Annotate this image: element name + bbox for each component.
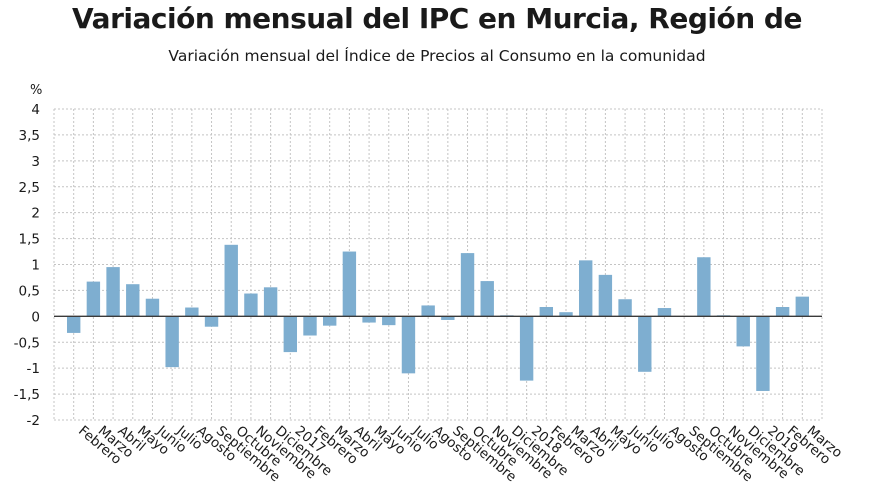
bar <box>224 244 238 317</box>
y-tick-label: 0 <box>31 309 40 325</box>
bar <box>480 281 494 317</box>
bar <box>401 316 416 374</box>
chart-title: Variación mensual del IPC en Murcia, Reg… <box>72 2 802 35</box>
y-axis-label: % <box>30 83 42 98</box>
bar <box>539 307 554 317</box>
bar <box>578 260 593 317</box>
bar <box>775 307 790 317</box>
y-tick-label: 1,5 <box>19 232 40 248</box>
bar <box>322 316 337 326</box>
bar <box>598 274 613 317</box>
gridlines <box>53 108 823 421</box>
bar <box>657 308 672 317</box>
bar <box>263 287 278 317</box>
bar <box>697 257 711 317</box>
bar <box>441 316 455 320</box>
bar <box>421 305 435 317</box>
y-tick-label: 3,5 <box>19 128 40 144</box>
bar <box>204 316 219 327</box>
x-axis-ticks: FebreroMarzoAbrilMayoJunioJulioAgostoSep… <box>75 422 845 485</box>
bar <box>756 316 770 391</box>
bar <box>165 316 179 368</box>
bar <box>618 299 632 317</box>
bar <box>66 316 81 333</box>
bar <box>795 296 810 317</box>
bar <box>185 307 199 317</box>
bar <box>382 316 396 326</box>
y-tick-label: 3 <box>31 154 40 170</box>
bar <box>86 281 101 317</box>
bar <box>460 253 475 317</box>
bar <box>638 316 652 372</box>
bar <box>303 316 317 336</box>
bar <box>559 312 573 317</box>
bar <box>362 316 376 323</box>
bar <box>283 316 298 353</box>
y-axis-ticks: -2 -1,5 -1 -0,5 0 0,5 1 1,5 2 2,5 3 3,5 4 <box>14 102 40 429</box>
y-tick-label: -1,5 <box>14 387 40 403</box>
bar <box>145 298 160 317</box>
y-tick-label: -0,5 <box>14 335 40 351</box>
chart-subtitle: Variación mensual del Índice de Precios … <box>168 47 706 65</box>
bar <box>106 267 120 317</box>
y-tick-label: -1 <box>27 361 40 377</box>
y-tick-label: 0,5 <box>19 283 40 299</box>
bar <box>244 293 258 317</box>
bar <box>519 316 534 381</box>
y-tick-label: 2 <box>31 206 40 222</box>
bar <box>126 284 140 317</box>
y-tick-label: -2 <box>27 413 40 429</box>
y-tick-label: 4 <box>31 102 40 118</box>
bar <box>342 251 357 317</box>
y-tick-label: 2,5 <box>19 180 40 196</box>
bar <box>736 316 750 347</box>
y-tick-label: 1 <box>31 258 40 274</box>
bars <box>54 244 822 391</box>
